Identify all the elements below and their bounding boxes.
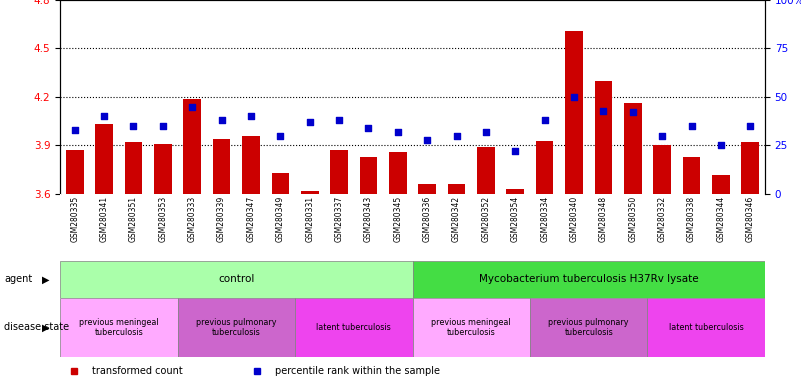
Bar bbox=[742, 142, 759, 194]
Text: GSM280346: GSM280346 bbox=[746, 196, 755, 242]
Bar bbox=[594, 81, 612, 194]
Point bbox=[714, 142, 727, 149]
Point bbox=[656, 133, 669, 139]
Bar bbox=[682, 157, 700, 194]
Text: GSM280331: GSM280331 bbox=[305, 196, 314, 242]
Text: previous pulmonary
tuberculosis: previous pulmonary tuberculosis bbox=[549, 318, 629, 337]
Bar bbox=[295, 298, 413, 357]
Text: ▶: ▶ bbox=[42, 274, 49, 285]
Point bbox=[421, 137, 433, 143]
Text: GSM280335: GSM280335 bbox=[70, 196, 79, 242]
Text: previous pulmonary
tuberculosis: previous pulmonary tuberculosis bbox=[196, 318, 276, 337]
Text: disease state: disease state bbox=[4, 322, 69, 333]
Text: GSM280340: GSM280340 bbox=[570, 196, 578, 242]
Bar bbox=[418, 184, 436, 194]
Point bbox=[186, 104, 199, 110]
Bar bbox=[389, 152, 407, 194]
Text: GSM280344: GSM280344 bbox=[716, 196, 726, 242]
Point bbox=[480, 129, 493, 135]
Point bbox=[304, 119, 316, 125]
Point bbox=[68, 127, 81, 133]
Bar bbox=[624, 103, 642, 194]
Bar bbox=[477, 147, 495, 194]
Text: transformed count: transformed count bbox=[92, 366, 183, 376]
Bar bbox=[413, 298, 530, 357]
Bar bbox=[60, 298, 178, 357]
Point bbox=[332, 117, 345, 123]
Text: GSM280342: GSM280342 bbox=[452, 196, 461, 242]
Text: percentile rank within the sample: percentile rank within the sample bbox=[275, 366, 440, 376]
Point bbox=[215, 117, 228, 123]
Bar bbox=[330, 150, 348, 194]
Bar bbox=[301, 191, 319, 194]
Bar bbox=[125, 142, 143, 194]
Text: GSM280341: GSM280341 bbox=[99, 196, 109, 242]
Point bbox=[538, 117, 551, 123]
Text: GSM280351: GSM280351 bbox=[129, 196, 138, 242]
Bar bbox=[213, 139, 231, 194]
Text: GSM280353: GSM280353 bbox=[159, 196, 167, 242]
Bar bbox=[566, 31, 583, 194]
Bar bbox=[536, 141, 553, 194]
Bar bbox=[95, 124, 113, 194]
Point bbox=[568, 94, 581, 100]
Bar bbox=[154, 144, 171, 194]
Text: GSM280354: GSM280354 bbox=[511, 196, 520, 242]
Point bbox=[392, 129, 405, 135]
Text: ▶: ▶ bbox=[42, 322, 49, 333]
Point bbox=[156, 123, 169, 129]
Text: GSM280336: GSM280336 bbox=[423, 196, 432, 242]
Bar bbox=[272, 173, 289, 194]
Text: GSM280334: GSM280334 bbox=[540, 196, 549, 242]
Point bbox=[274, 133, 287, 139]
Text: GSM280338: GSM280338 bbox=[687, 196, 696, 242]
Bar bbox=[506, 189, 524, 194]
Text: GSM280343: GSM280343 bbox=[364, 196, 373, 242]
Point bbox=[127, 123, 140, 129]
Text: GSM280348: GSM280348 bbox=[599, 196, 608, 242]
Bar bbox=[183, 99, 201, 194]
Text: control: control bbox=[218, 274, 255, 285]
Bar bbox=[66, 150, 83, 194]
Text: GSM280347: GSM280347 bbox=[247, 196, 256, 242]
Bar bbox=[654, 146, 671, 194]
Text: GSM280333: GSM280333 bbox=[187, 196, 197, 242]
Text: Mycobacterium tuberculosis H37Rv lysate: Mycobacterium tuberculosis H37Rv lysate bbox=[479, 274, 698, 285]
Point bbox=[244, 113, 257, 119]
Bar bbox=[360, 157, 377, 194]
Point bbox=[450, 133, 463, 139]
Bar bbox=[647, 298, 765, 357]
Text: GSM280332: GSM280332 bbox=[658, 196, 666, 242]
Text: latent tuberculosis: latent tuberculosis bbox=[669, 323, 743, 332]
Text: GSM280352: GSM280352 bbox=[481, 196, 490, 242]
Bar bbox=[413, 261, 765, 298]
Text: GSM280345: GSM280345 bbox=[393, 196, 402, 242]
Point bbox=[626, 109, 639, 116]
Bar bbox=[448, 184, 465, 194]
Bar bbox=[178, 298, 295, 357]
Point bbox=[744, 123, 757, 129]
Text: agent: agent bbox=[4, 274, 32, 285]
Point bbox=[509, 148, 521, 154]
Point bbox=[98, 113, 111, 119]
Text: latent tuberculosis: latent tuberculosis bbox=[316, 323, 391, 332]
Bar bbox=[712, 174, 730, 194]
Point bbox=[362, 125, 375, 131]
Text: GSM280350: GSM280350 bbox=[628, 196, 638, 242]
Bar bbox=[60, 261, 413, 298]
Text: GSM280349: GSM280349 bbox=[276, 196, 285, 242]
Bar bbox=[242, 136, 260, 194]
Text: GSM280339: GSM280339 bbox=[217, 196, 226, 242]
Bar bbox=[530, 298, 647, 357]
Text: previous meningeal
tuberculosis: previous meningeal tuberculosis bbox=[432, 318, 511, 337]
Point bbox=[685, 123, 698, 129]
Text: previous meningeal
tuberculosis: previous meningeal tuberculosis bbox=[79, 318, 159, 337]
Point bbox=[597, 108, 610, 114]
Text: GSM280337: GSM280337 bbox=[335, 196, 344, 242]
